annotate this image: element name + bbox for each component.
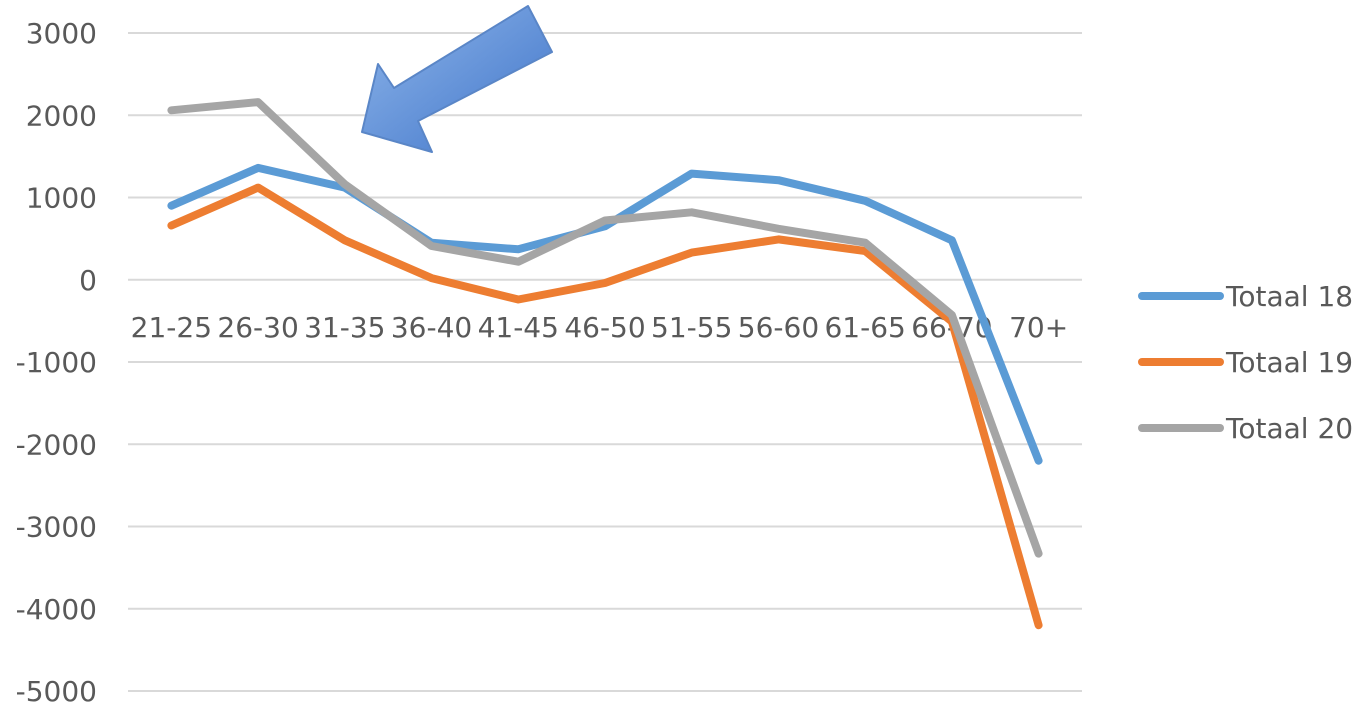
x-tick-label: 56-60 [738,311,819,344]
legend-label: Totaal 19 [1225,346,1353,379]
legend-label: Totaal 18 [1225,280,1353,313]
x-tick-label: 31-35 [304,311,385,344]
callout-arrow-icon [361,5,553,153]
series-line-3 [167,98,1043,558]
legend: Totaal 18 Totaal 19 Totaal 20 [1138,280,1353,445]
y-tick-label: -1000 [16,346,97,379]
gridlines [128,32,1082,692]
series-lines [167,98,1043,630]
x-tick-label: 61-65 [824,311,905,344]
y-tick-label: 1000 [26,182,97,215]
series-line-1 [167,163,1043,465]
x-axis: 21-25 26-30 31-35 36-40 41-45 46-50 51-55 56-60… [131,311,1069,344]
x-tick-label: 26-30 [217,311,298,344]
x-tick-label: 21-25 [131,311,212,344]
y-tick-label: -2000 [16,428,97,461]
y-axis: 3000 2000 1000 0 -1000 -2000 -3000 -4000 -5000 [16,17,97,704]
x-tick-label: 46-50 [564,311,645,344]
y-tick-label: -5000 [16,675,97,704]
legend-label: Totaal 20 [1225,412,1353,445]
x-tick-label: 51-55 [651,311,732,344]
x-tick-label: 41-45 [478,311,559,344]
y-tick-label: -3000 [16,511,97,544]
y-tick-label: 2000 [26,99,97,132]
series-line-2 [167,183,1043,630]
y-tick-label: 3000 [26,17,97,50]
x-tick-label: 36-40 [391,311,472,344]
y-tick-label: 0 [79,264,97,297]
y-tick-label: -4000 [16,593,97,626]
x-tick-label: 70+ [1009,311,1068,344]
